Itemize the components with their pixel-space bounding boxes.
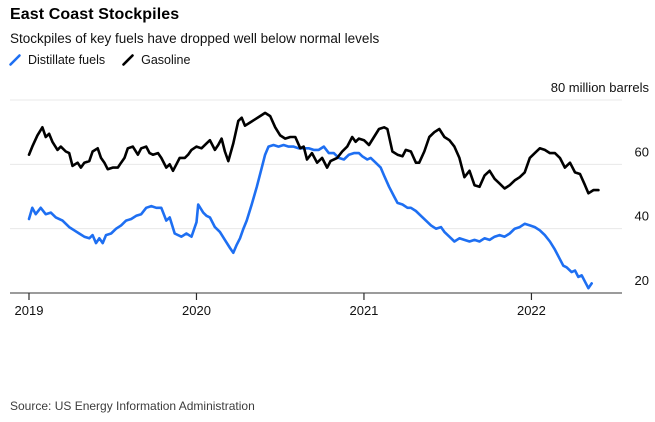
gasoline-line-swatch-icon — [122, 54, 134, 66]
x-tick-label-2020: 2020 — [182, 303, 211, 318]
chart-subtitle: Stockpiles of key fuels have dropped wel… — [10, 31, 380, 46]
legend-label-distillate: Distillate fuels — [28, 53, 106, 67]
y-tick-label-60: 60 — [635, 144, 649, 159]
x-tick-label-2022: 2022 — [517, 303, 546, 318]
legend-item-distillate-fuels: Distillate fuels — [8, 53, 105, 67]
x-tick-label-2021: 2021 — [349, 303, 378, 318]
x-tick-label-2019: 2019 — [15, 303, 44, 318]
series-line-gasoline — [27, 111, 600, 195]
y-tick-label-20: 20 — [635, 273, 649, 288]
chart-legend: Distillate fuels Gasoline — [8, 53, 190, 67]
series-line-distillate-fuels — [27, 143, 594, 290]
source-attribution: Source: US Energy Information Administra… — [10, 399, 255, 413]
page-title: East Coast Stockpiles — [10, 6, 180, 23]
y-tick-label-40: 40 — [635, 209, 649, 224]
y-axis-unit-label: 80 million barrels — [551, 80, 650, 95]
legend-label-gasoline: Gasoline — [141, 53, 191, 67]
legend-item-gasoline: Gasoline — [121, 53, 190, 67]
distillate-line-swatch-icon — [9, 54, 21, 66]
